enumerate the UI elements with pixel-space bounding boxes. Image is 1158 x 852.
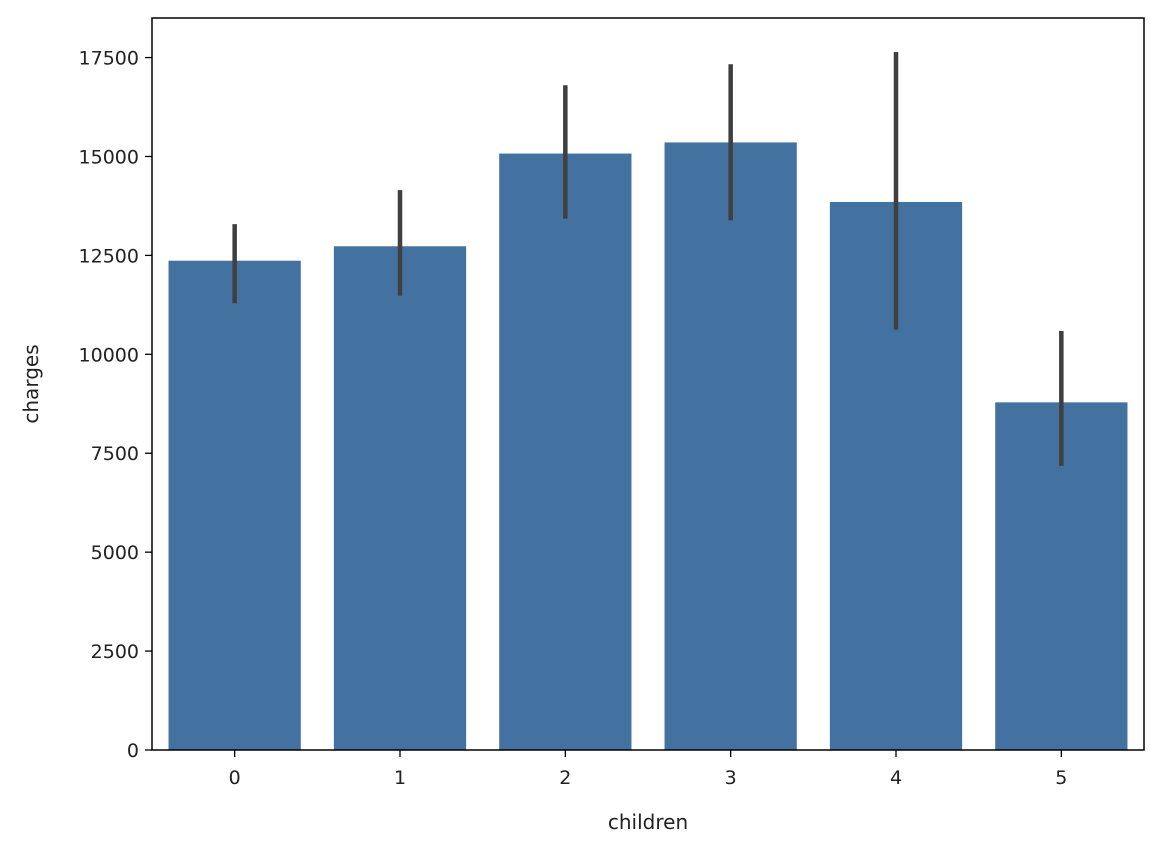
x-axis: 0 1 2 3 4 5 [229,750,1067,789]
x-tick-label-4: 4 [890,767,902,789]
x-tick-label-2: 2 [559,767,571,789]
x-tick-label-5: 5 [1055,767,1067,789]
bar-1 [333,246,467,750]
y-tick-label-12500: 12500 [79,245,139,267]
y-axis-label: charges [19,344,43,423]
y-tick-label-5000: 5000 [91,542,139,564]
bar-3 [664,142,797,750]
plot-frame [151,17,1145,751]
y-tick-label-15000: 15000 [79,146,139,168]
x-axis-label: children [608,810,688,834]
y-tick-label-10000: 10000 [79,344,139,366]
y-axis: 0 2500 5000 7500 10000 12500 15000 17500 [79,48,152,762]
bars-group [168,142,1128,751]
y-tick-label-0: 0 [127,740,139,762]
y-tick-label-17500: 17500 [79,48,139,70]
bar-2 [499,153,632,751]
y-tick-label-7500: 7500 [91,443,139,465]
error-bars-group [232,52,1064,466]
x-tick-label-3: 3 [725,767,737,789]
x-tick-label-0: 0 [229,767,241,789]
bar-0 [168,260,301,750]
y-tick-label-2500: 2500 [91,641,139,663]
x-tick-label-1: 1 [394,767,406,789]
